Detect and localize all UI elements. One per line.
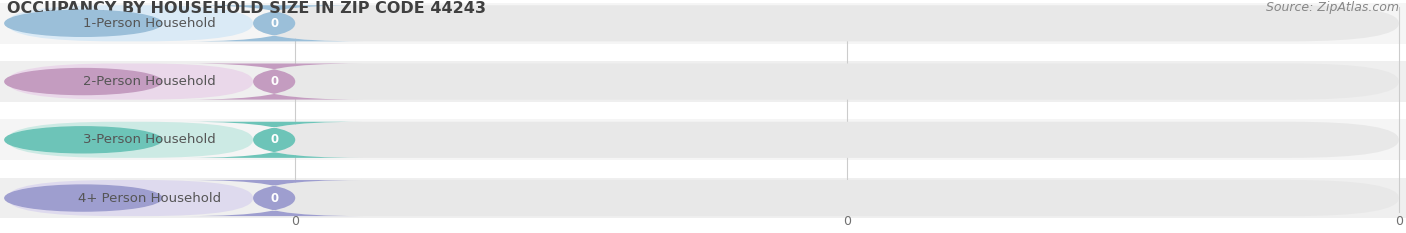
FancyBboxPatch shape bbox=[253, 122, 1399, 158]
Circle shape bbox=[4, 10, 162, 36]
Text: 3-Person Household: 3-Person Household bbox=[83, 133, 217, 146]
Circle shape bbox=[4, 185, 162, 211]
Text: 0: 0 bbox=[270, 75, 278, 88]
FancyBboxPatch shape bbox=[186, 5, 363, 41]
Text: 1-Person Household: 1-Person Household bbox=[83, 17, 217, 30]
FancyBboxPatch shape bbox=[253, 180, 1399, 216]
Text: OCCUPANCY BY HOUSEHOLD SIZE IN ZIP CODE 44243: OCCUPANCY BY HOUSEHOLD SIZE IN ZIP CODE … bbox=[7, 1, 486, 16]
Text: 2-Person Household: 2-Person Household bbox=[83, 75, 217, 88]
FancyBboxPatch shape bbox=[7, 63, 253, 100]
FancyBboxPatch shape bbox=[0, 178, 1406, 219]
FancyBboxPatch shape bbox=[253, 5, 1399, 41]
FancyBboxPatch shape bbox=[186, 180, 363, 216]
FancyBboxPatch shape bbox=[0, 119, 1406, 160]
Circle shape bbox=[4, 69, 162, 95]
Text: 0: 0 bbox=[1395, 215, 1403, 228]
Text: 4+ Person Household: 4+ Person Household bbox=[79, 192, 221, 205]
Text: 0: 0 bbox=[291, 215, 299, 228]
FancyBboxPatch shape bbox=[7, 180, 253, 216]
FancyBboxPatch shape bbox=[0, 3, 1406, 44]
Text: 0: 0 bbox=[270, 192, 278, 205]
FancyBboxPatch shape bbox=[0, 61, 1406, 102]
FancyBboxPatch shape bbox=[186, 63, 363, 100]
FancyBboxPatch shape bbox=[7, 122, 253, 158]
FancyBboxPatch shape bbox=[186, 122, 363, 158]
Text: 0: 0 bbox=[270, 133, 278, 146]
Text: 0: 0 bbox=[844, 215, 851, 228]
FancyBboxPatch shape bbox=[7, 5, 253, 41]
Circle shape bbox=[4, 127, 162, 153]
Text: Source: ZipAtlas.com: Source: ZipAtlas.com bbox=[1265, 1, 1399, 14]
FancyBboxPatch shape bbox=[253, 63, 1399, 100]
Text: 0: 0 bbox=[270, 17, 278, 30]
